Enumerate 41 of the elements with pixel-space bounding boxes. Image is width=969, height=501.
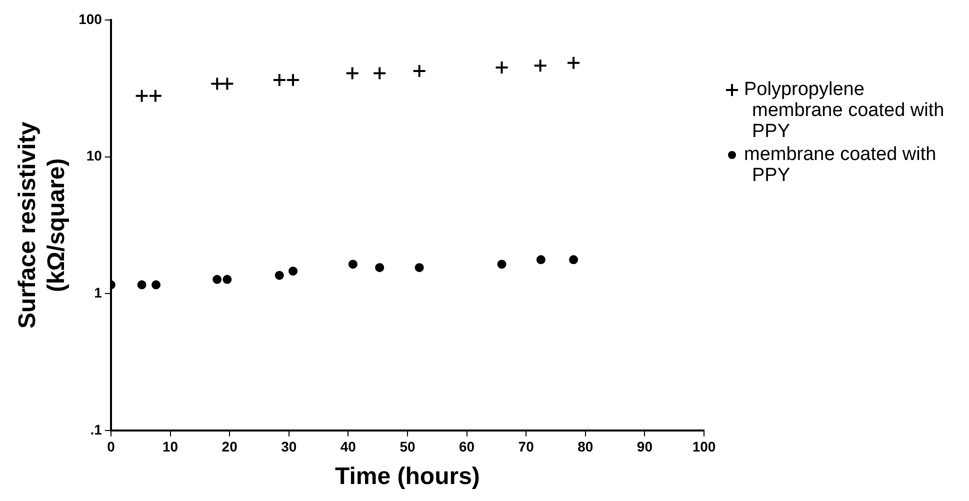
x-tick-label: 70: [518, 438, 534, 455]
point: [152, 280, 161, 290]
point: [222, 274, 232, 284]
point: [286, 73, 300, 88]
point: [412, 64, 426, 78]
point: [134, 88, 149, 103]
point: [533, 58, 548, 73]
x-tick-label: 60: [458, 438, 475, 455]
point: [494, 60, 509, 74]
point: [148, 88, 162, 103]
x-tick-label: 50: [400, 438, 416, 455]
point: [274, 270, 284, 280]
point: [272, 73, 286, 88]
point: [288, 266, 298, 276]
point: [348, 260, 358, 269]
point: [414, 263, 424, 272]
point: [497, 260, 506, 269]
y-axis-title: Surface resistivity (kΩ/square): [14, 121, 70, 329]
point: [569, 255, 578, 264]
legend-label: membrane coated with PPY: [744, 144, 936, 186]
point: [137, 280, 146, 290]
point: [212, 274, 222, 284]
point: [375, 263, 384, 272]
x-tick-label: 100: [692, 438, 716, 455]
x-tick-label: 30: [281, 438, 297, 455]
point: [345, 66, 360, 80]
x-tick-label: 20: [222, 438, 238, 455]
x-tick-label: 40: [340, 438, 356, 455]
y-tick-label: 10: [86, 148, 102, 164]
x-tick-label: 90: [636, 438, 653, 455]
y-tick-label: 1: [94, 284, 102, 300]
point: [536, 255, 546, 264]
point: [372, 66, 387, 80]
point: [566, 56, 581, 70]
x-tick-label: 10: [162, 438, 178, 455]
x-tick-label: 0: [107, 438, 116, 455]
x-axis-title: Time (hours): [335, 463, 480, 490]
y-tick-label: .1: [90, 421, 102, 438]
point: [220, 76, 234, 91]
x-tick-label: 80: [578, 438, 594, 455]
y-tick-label: 100: [78, 10, 102, 27]
